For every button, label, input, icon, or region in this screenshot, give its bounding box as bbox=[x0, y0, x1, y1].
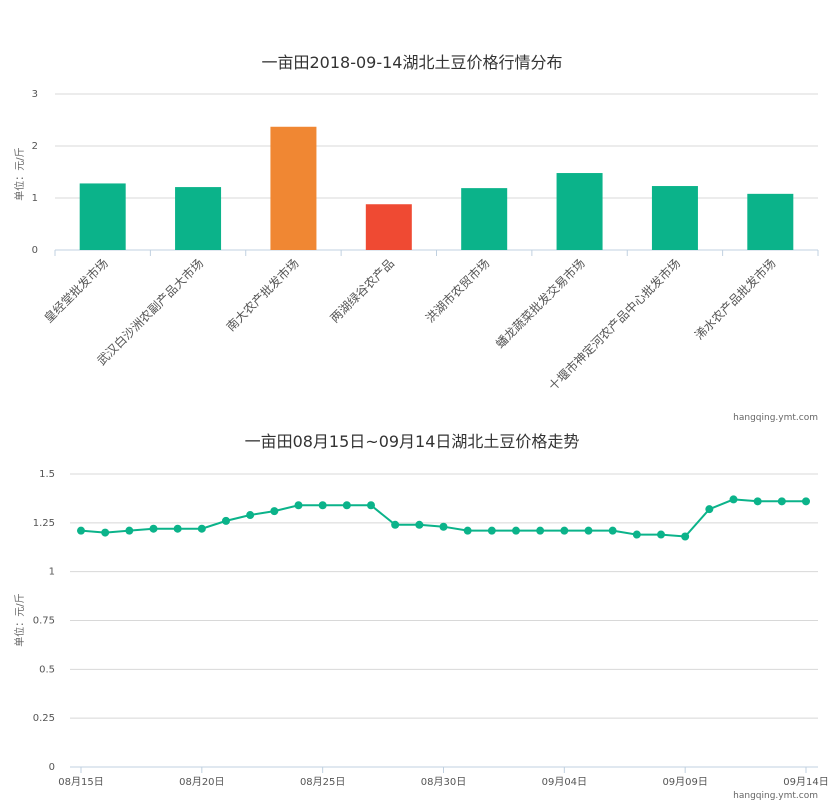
line-chart-point bbox=[802, 497, 810, 506]
bar-chart-y-tick: 1 bbox=[32, 193, 38, 204]
bar-chart-bar bbox=[79, 183, 126, 250]
line-chart-point bbox=[439, 522, 448, 531]
bar-chart-bars bbox=[79, 126, 794, 250]
line-chart-series-line bbox=[80, 498, 806, 538]
line-chart-point bbox=[415, 520, 424, 529]
line-chart: 一亩田08月15日~09月14日湖北土豆价格走势 单位：元/斤 0 0.25 0.5… bbox=[13, 432, 829, 801]
line-chart-point bbox=[608, 526, 617, 535]
bar-chart-x-label: 洪湖市农贸市场 bbox=[422, 256, 492, 326]
bar-chart-bar bbox=[175, 187, 222, 250]
bar-chart-y-tick: 0 bbox=[32, 245, 38, 256]
line-chart-point bbox=[463, 526, 472, 535]
bar-chart-x-label: 两湖绿谷农产品 bbox=[327, 256, 397, 326]
bar-chart: 一亩田2018-09-14湖北土豆价格行情分布 单位：元/斤 0 1 2 3 皇经堂批… bbox=[13, 53, 819, 423]
line-chart-series bbox=[77, 495, 810, 541]
bar-chart-y-tick: 3 bbox=[32, 89, 38, 100]
line-chart-point bbox=[705, 505, 714, 514]
line-chart-y-tick: 1 bbox=[49, 567, 55, 578]
line-chart-point bbox=[632, 530, 641, 539]
line-chart-x-ticks: 08月15日 08月20日 08月25日 08月30日 09月04日 09月09日 09月1… bbox=[58, 776, 828, 788]
line-chart-point bbox=[173, 524, 182, 533]
line-chart-point bbox=[246, 511, 255, 520]
bar-chart-x-label: 蟠龙蔬菜批发交易市场 bbox=[492, 256, 587, 351]
line-chart-x-tick: 09月04日 bbox=[542, 776, 587, 788]
bar-chart-y-ticks: 0 1 2 3 bbox=[32, 89, 38, 256]
line-chart-point bbox=[270, 507, 279, 516]
line-chart-point bbox=[101, 528, 110, 537]
line-chart-point bbox=[391, 520, 400, 529]
line-chart-y-tick: 0.25 bbox=[33, 713, 55, 724]
bar-chart-x-label: 武汉白沙洲农副产品大市场 bbox=[94, 256, 206, 368]
bar-chart-x-label: 南大农产批发市场 bbox=[223, 256, 301, 334]
bar-chart-bar bbox=[747, 193, 794, 250]
line-chart-point bbox=[342, 501, 351, 510]
line-chart-point bbox=[367, 501, 375, 510]
bar-chart-bar bbox=[270, 126, 317, 250]
line-chart-x-tick: 08月30日 bbox=[421, 776, 466, 788]
line-chart-credit[interactable]: hangqing.ymt.com bbox=[733, 791, 818, 801]
line-chart-point bbox=[657, 530, 665, 539]
line-chart-point bbox=[318, 501, 327, 510]
bar-chart-x-label: 皇经堂批发市场 bbox=[41, 256, 111, 326]
bar-chart-y-axis-label: 单位：元/斤 bbox=[13, 147, 26, 200]
line-chart-x-tick: 09月09日 bbox=[662, 776, 707, 788]
line-chart-point bbox=[729, 495, 738, 504]
bar-chart-credit[interactable]: hangqing.ymt.com bbox=[733, 413, 818, 423]
line-chart-point bbox=[149, 524, 158, 533]
line-chart-title: 一亩田08月15日~09月14日湖北土豆价格走势 bbox=[245, 432, 580, 451]
bar-chart-bar bbox=[365, 204, 412, 250]
line-chart-y-axis-label: 单位：元/斤 bbox=[13, 593, 26, 646]
bar-chart-x-label: 浠水农产品批发市场 bbox=[691, 256, 778, 343]
line-chart-gridlines bbox=[70, 473, 818, 773]
line-chart-x-tick: 08月15日 bbox=[58, 776, 103, 788]
line-chart-x-tick: 09月14日 bbox=[783, 776, 828, 788]
bar-chart-bar bbox=[461, 188, 508, 250]
line-chart-y-tick: 0.75 bbox=[33, 616, 55, 627]
line-chart-point bbox=[777, 497, 786, 506]
line-chart-point bbox=[512, 526, 520, 535]
line-chart-point bbox=[753, 497, 762, 506]
line-chart-point bbox=[584, 526, 593, 535]
bar-chart-y-tick: 2 bbox=[32, 141, 38, 152]
line-chart-x-tick: 08月25日 bbox=[300, 776, 345, 788]
line-chart-y-tick: 1.5 bbox=[39, 469, 55, 480]
line-chart-point bbox=[536, 526, 545, 535]
line-chart-point bbox=[197, 524, 206, 533]
bar-chart-title: 一亩田2018-09-14湖北土豆价格行情分布 bbox=[262, 53, 563, 72]
line-chart-point bbox=[294, 501, 303, 510]
line-chart-point bbox=[560, 526, 569, 535]
line-chart-y-tick: 0 bbox=[49, 762, 55, 773]
line-chart-y-tick: 1.25 bbox=[33, 518, 55, 529]
line-chart-point bbox=[681, 532, 690, 541]
line-chart-y-tick: 0.5 bbox=[39, 664, 55, 675]
bar-chart-bar bbox=[556, 173, 603, 250]
line-chart-x-tick: 08月20日 bbox=[179, 776, 224, 788]
line-chart-point bbox=[222, 516, 230, 525]
line-chart-y-ticks: 0 0.25 0.5 0.75 1 1.25 1.5 bbox=[33, 469, 55, 773]
bar-chart-gridlines bbox=[54, 93, 819, 256]
bar-chart-bar bbox=[651, 186, 698, 250]
line-chart-point bbox=[487, 526, 496, 535]
line-chart-point bbox=[77, 526, 85, 535]
line-chart-point bbox=[125, 526, 134, 535]
